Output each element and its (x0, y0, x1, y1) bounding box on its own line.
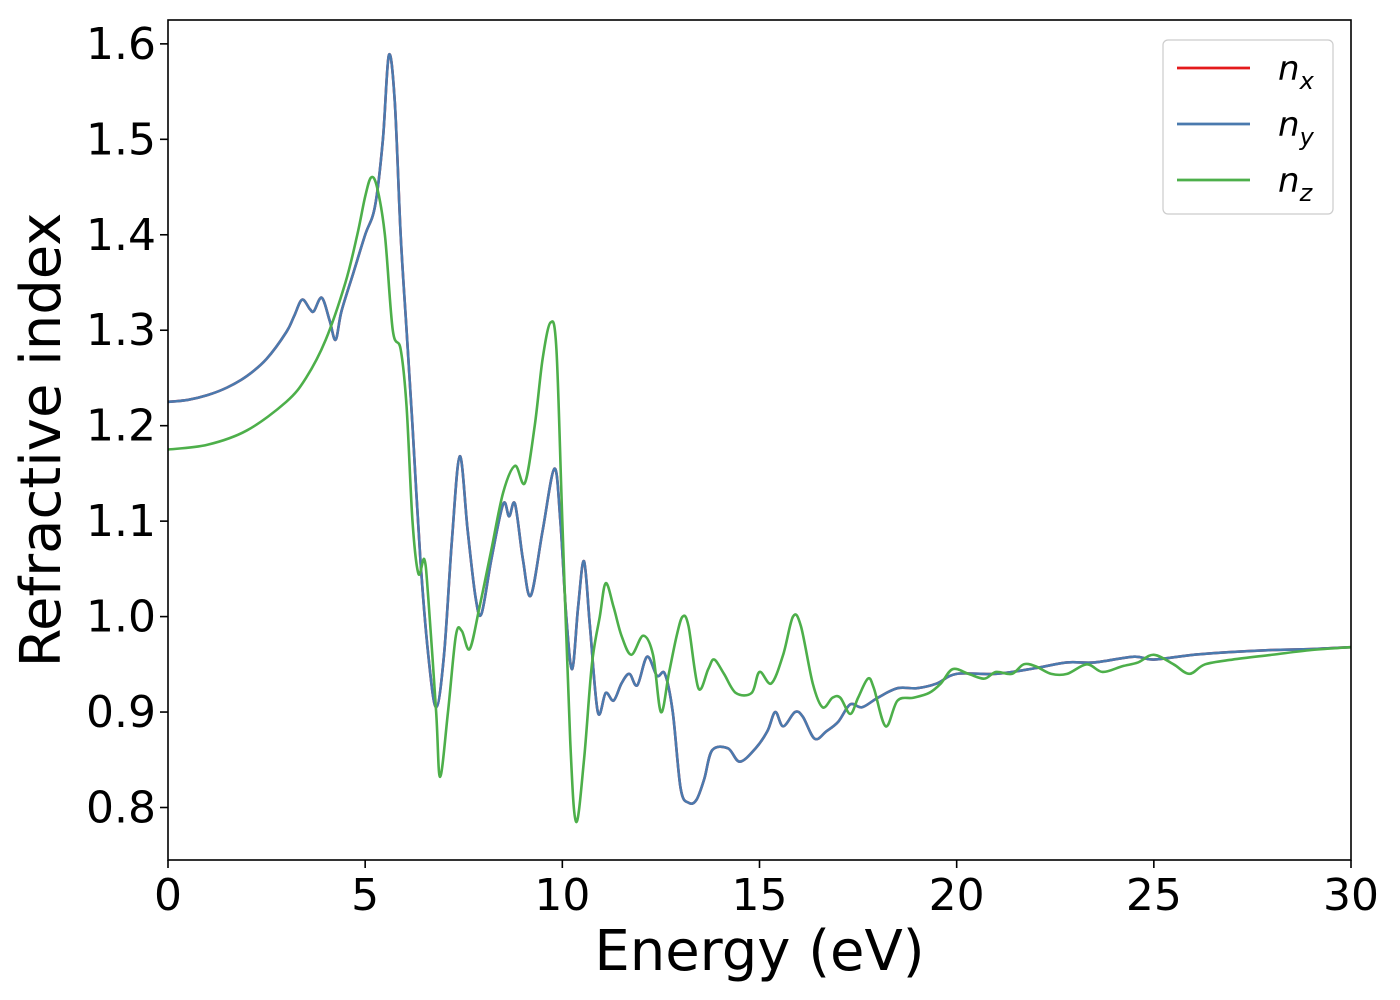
x-tick-label: 30 (1323, 870, 1379, 921)
y-tick-label: 1.4 (86, 210, 156, 261)
legend-frame (1162, 39, 1334, 215)
legend-label-nx: nx (1278, 49, 1315, 95)
y-tick-label: 1.2 (86, 401, 156, 452)
series-line-nz (168, 175, 1351, 824)
x-axis-label: Energy (eV) (594, 919, 924, 984)
x-tick-label: 20 (929, 870, 985, 921)
legend-label-base: n (1278, 105, 1300, 145)
legend-label-subscript: z (1299, 179, 1314, 207)
y-tick-label: 1.5 (86, 114, 156, 165)
legend-label-subscript: x (1299, 67, 1315, 95)
y-axis: 0.8 0.9 1.0 1.1 1.2 1.3 1.4 1.5 1.6 (86, 19, 168, 834)
legend-label-subscript: y (1299, 123, 1315, 151)
legend-label-ny: ny (1278, 105, 1315, 151)
y-tick-label: 1.3 (86, 305, 156, 356)
legend-label-nz: nz (1278, 161, 1314, 207)
y-tick-label: 0.8 (86, 783, 156, 834)
legend-label-base: n (1278, 161, 1300, 201)
x-axis: 0 5 10 15 20 25 30 (154, 860, 1379, 921)
x-tick-label: 15 (732, 870, 788, 921)
y-tick-label: 0.9 (86, 687, 156, 738)
y-tick-label: 1.6 (86, 19, 156, 70)
x-tick-label: 5 (351, 870, 379, 921)
x-tick-label: 0 (154, 870, 182, 921)
series-line-ny (168, 52, 1351, 806)
series-layer (168, 52, 1351, 824)
plot-area (168, 20, 1351, 860)
x-tick-label: 10 (534, 870, 590, 921)
y-tick-label: 1.0 (86, 592, 156, 643)
legend-label-base: n (1278, 49, 1300, 89)
y-axis-label: Refractive index (9, 213, 74, 668)
y-tick-label: 1.1 (86, 496, 156, 547)
x-tick-label: 25 (1126, 870, 1182, 921)
